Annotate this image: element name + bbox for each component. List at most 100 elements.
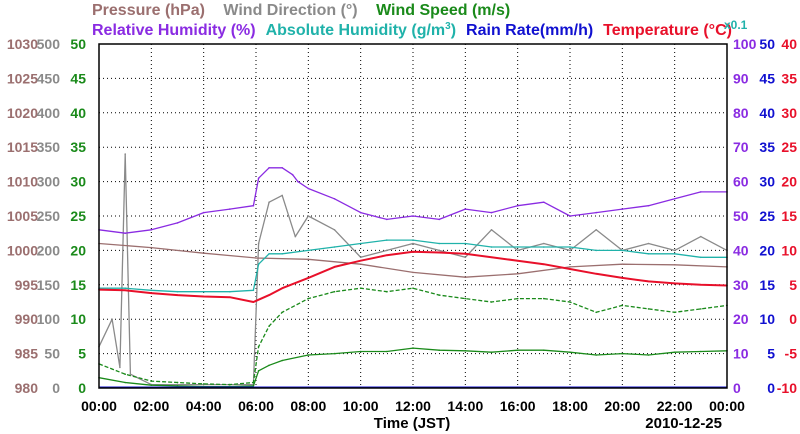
y-tick-label-relative_humidity: 50 (733, 208, 749, 224)
y-tick-label-wind_direction: 300 (37, 174, 61, 190)
y-tick-label-relative_humidity: 80 (733, 105, 749, 121)
data-point-temperature (621, 277, 624, 279)
data-point-relative_humidity (229, 208, 231, 210)
data-point-pressure (307, 258, 310, 261)
y-tick-label-wind_speed_proxy: 35 (70, 139, 86, 155)
x-tick-label: 10:00 (343, 398, 379, 414)
data-point-wind_direction (438, 249, 441, 252)
data-point-wind_speed (150, 384, 153, 387)
y-tick-label-pressure: 1030 (7, 36, 38, 52)
x-tick-label: 20:00 (604, 398, 640, 414)
x-axis-label: Time (JST) (374, 415, 450, 432)
data-point-wind_direction (490, 229, 493, 231)
data-point-wind_speed (359, 350, 362, 353)
legend-wind-direction: Wind Direction (°) (223, 2, 358, 19)
data-point-wind_speed (621, 304, 624, 307)
data-point-temperature (307, 277, 310, 279)
y-tick-label-wind_speed_proxy: 15 (70, 277, 86, 293)
data-point-wind_direction (543, 242, 545, 245)
y-tick-label-wind_speed_proxy: 25 (70, 208, 86, 224)
data-point-absolute_humidity (229, 290, 231, 293)
y-tick-label-rain_rate: 40 (759, 105, 775, 121)
data-point-wind_direction (119, 366, 121, 369)
data-point-relative_humidity (150, 229, 153, 231)
data-point-wind_direction (412, 242, 414, 245)
series-layer (98, 153, 728, 388)
data-point-wind_speed (386, 290, 388, 293)
y-tick-label-relative_humidity: 40 (733, 242, 749, 258)
x-tick-label: 16:00 (500, 398, 536, 414)
data-point-absolute_humidity (516, 246, 519, 248)
data-point-wind_speed (229, 383, 231, 386)
data-point-wind_direction (700, 235, 702, 238)
data-point-relative_humidity (359, 211, 362, 214)
data-point-temperature (124, 289, 126, 292)
y-tick-label-rain_rate: 45 (759, 70, 775, 86)
data-point-relative_humidity (176, 222, 179, 224)
data-point-absolute_humidity (647, 253, 650, 255)
y-tick-label-relative_humidity: 0 (733, 380, 741, 396)
data-point-absolute_humidity (268, 253, 270, 255)
data-point-wind_speed (307, 354, 310, 356)
legend-rain-rate: Rain Rate(mm/h) (466, 22, 594, 40)
data-point-absolute_humidity (543, 246, 545, 248)
data-point-wind_speed (412, 287, 414, 290)
data-point-relative_humidity (621, 208, 624, 210)
y-tick-label-pressure: 1020 (7, 105, 38, 121)
data-point-wind_direction (307, 215, 310, 217)
data-point-temperature (569, 268, 571, 270)
data-point-absolute_humidity (700, 256, 702, 259)
y-tick-label-wind_direction: 500 (37, 36, 61, 52)
data-point-wind_speed (257, 370, 260, 372)
y-tick-label-pressure: 985 (15, 346, 39, 362)
data-point-absolute_humidity (307, 249, 310, 252)
x-tick-label: 00:00 (709, 398, 745, 414)
data-point-wind_speed (257, 345, 260, 348)
data-point-wind_speed (268, 364, 270, 367)
data-point-wind_speed (281, 359, 284, 362)
data-point-wind_speed (386, 350, 388, 353)
data-point-relative_humidity (438, 218, 441, 221)
data-point-absolute_humidity (464, 242, 467, 245)
y-tick-label-pressure: 1005 (7, 208, 38, 224)
data-point-wind_speed (333, 352, 336, 355)
y-tick-label-relative_humidity: 100 (733, 36, 757, 52)
y-tick-label-wind_speed_proxy: 50 (70, 36, 86, 52)
data-point-wind_direction (359, 256, 362, 259)
data-point-pressure (150, 246, 153, 249)
data-point-relative_humidity (307, 187, 310, 190)
data-point-pressure (255, 257, 257, 259)
y-tick-label-pressure: 980 (15, 380, 39, 396)
data-point-relative_humidity (386, 218, 388, 221)
y-tick-label-rain_rate: 15 (759, 277, 775, 293)
x-tick-label: 18:00 (552, 398, 588, 414)
data-point-temperature (229, 296, 231, 299)
data-point-absolute_humidity (359, 242, 362, 245)
data-point-temperature (438, 251, 441, 254)
data-point-pressure (621, 263, 624, 266)
data-point-absolute_humidity (673, 253, 676, 255)
data-point-wind_speed (333, 290, 336, 293)
y-tick-label-wind_direction: 400 (37, 105, 61, 121)
data-point-absolute_humidity (569, 246, 571, 248)
data-point-wind_speed (569, 301, 571, 303)
data-point-wind_speed (647, 354, 650, 356)
data-point-wind_direction (124, 153, 126, 155)
x-tick-label: 14:00 (447, 398, 483, 414)
data-point-temperature (202, 295, 205, 298)
legend-temperature: Temperature (°C) (603, 22, 732, 40)
y-tick-label-wind_direction: 200 (37, 242, 61, 258)
data-point-pressure (412, 271, 414, 274)
y-tick-label-relative_humidity: 70 (733, 139, 749, 155)
legend-scale-note: x0.1 (724, 18, 748, 32)
data-point-absolute_humidity (202, 290, 205, 293)
data-point-temperature (333, 266, 336, 268)
data-point-wind_speed (359, 287, 362, 290)
y-tick-label-pressure: 1015 (7, 139, 38, 155)
data-point-temperature (516, 259, 519, 262)
data-point-wind_speed (490, 351, 493, 354)
data-point-temperature (176, 294, 179, 296)
y-tick-label-rain_rate: 0 (767, 380, 775, 396)
y-tick-label-rain_rate: 10 (759, 311, 775, 327)
x-tick-label: 02:00 (133, 398, 169, 414)
